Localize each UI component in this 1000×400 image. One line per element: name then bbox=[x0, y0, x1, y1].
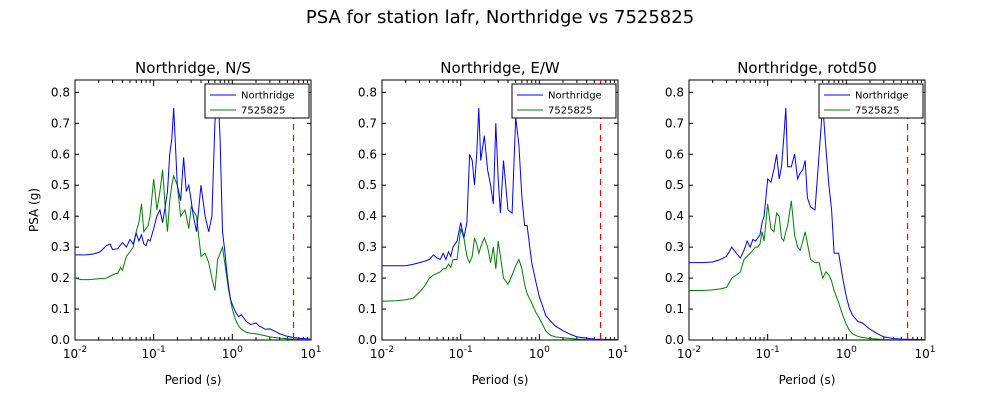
x-tick-exponent: 0 bbox=[544, 345, 550, 355]
plot-frame bbox=[688, 79, 926, 341]
plot-frame bbox=[74, 79, 312, 341]
chart-panel: Northridge, E/W 0.0 0.1 0.2 0.3 0.4 0.5 0.6 0.7 0… bbox=[358, 59, 629, 387]
legend-label: 7525825 bbox=[548, 106, 593, 117]
legend: Northridge 7525825 bbox=[818, 83, 924, 119]
plot-data bbox=[382, 80, 618, 340]
x-tick-base: 10 bbox=[529, 347, 544, 361]
panel-title: Northridge, rotd50 bbox=[737, 59, 877, 77]
figure-title: PSA for station lafr, Northridge vs 7525… bbox=[306, 7, 694, 28]
x-tick-label: 10-2 bbox=[63, 345, 87, 361]
plot-data bbox=[689, 80, 925, 340]
y-tick-label: 0.5 bbox=[51, 178, 70, 192]
y-tick-label: 0.4 bbox=[665, 209, 684, 223]
x-tick-label: 10-1 bbox=[142, 345, 166, 361]
x-tick-label: 100 bbox=[222, 345, 243, 361]
x-tick-base: 10 bbox=[63, 347, 78, 361]
panel-title: Northridge, N/S bbox=[135, 59, 251, 77]
y-tick-label: 0.1 bbox=[665, 302, 684, 316]
legend-label: Northridge bbox=[855, 91, 909, 102]
y-tick-label: 0.3 bbox=[358, 240, 377, 254]
x-tick-exponent: 1 bbox=[623, 345, 629, 355]
series-line bbox=[382, 228, 618, 340]
chart-panels: Northridge, N/S 0.0 0.1 0.2 0.3 0.4 0.5 0.6 0.7 0… bbox=[27, 59, 936, 387]
x-tick-label: 101 bbox=[914, 345, 935, 361]
x-tick-label: 10-1 bbox=[449, 345, 473, 361]
legend-label: 7525825 bbox=[855, 106, 900, 117]
chart-panel: Northridge, N/S 0.0 0.1 0.2 0.3 0.4 0.5 0.6 0.7 0… bbox=[27, 59, 322, 387]
legend-label: Northridge bbox=[548, 91, 602, 102]
x-tick-exponent: 1 bbox=[930, 345, 936, 355]
x-axis-label: Period (s) bbox=[165, 373, 222, 387]
x-tick-exponent: -1 bbox=[157, 345, 166, 355]
x-tick-exponent: -2 bbox=[385, 345, 394, 355]
y-tick-label: 0.2 bbox=[51, 271, 70, 285]
y-tick-label: 0.6 bbox=[665, 147, 684, 161]
legend-label: 7525825 bbox=[241, 106, 286, 117]
y-axis-label: PSA (g) bbox=[27, 188, 41, 232]
chart-panel: Northridge, rotd50 0.0 0.1 0.2 0.3 0.4 0.5 0.6 0… bbox=[665, 59, 936, 387]
x-tick-base: 10 bbox=[142, 347, 157, 361]
x-tick-exponent: -2 bbox=[692, 345, 701, 355]
x-tick-exponent: -2 bbox=[78, 345, 87, 355]
series-line bbox=[75, 86, 311, 340]
x-tick-exponent: 0 bbox=[237, 345, 243, 355]
series-line bbox=[382, 107, 618, 340]
x-tick-label: 10-2 bbox=[370, 345, 394, 361]
y-tick-label: 0.6 bbox=[358, 147, 377, 161]
y-tick-label: 0.5 bbox=[665, 178, 684, 192]
x-tick-base: 10 bbox=[914, 347, 929, 361]
y-tick-label: 0.0 bbox=[51, 333, 70, 347]
x-tick-base: 10 bbox=[449, 347, 464, 361]
y-tick-label: 0.3 bbox=[665, 240, 684, 254]
y-tick-label: 0.7 bbox=[665, 116, 684, 130]
y-tick-label: 0.5 bbox=[358, 178, 377, 192]
y-tick-label: 0.1 bbox=[51, 302, 70, 316]
panel-title: Northridge, E/W bbox=[440, 59, 560, 77]
x-tick-label: 10-1 bbox=[756, 345, 780, 361]
y-tick-label: 0.0 bbox=[358, 333, 377, 347]
x-tick-label: 10-2 bbox=[677, 345, 701, 361]
x-tick-base: 10 bbox=[677, 347, 692, 361]
x-tick-base: 10 bbox=[300, 347, 315, 361]
x-tick-base: 10 bbox=[607, 347, 622, 361]
y-tick-label: 0.3 bbox=[51, 240, 70, 254]
legend: Northridge 7525825 bbox=[511, 83, 617, 119]
x-tick-exponent: 0 bbox=[851, 345, 857, 355]
y-tick-label: 0.4 bbox=[358, 209, 377, 223]
x-tick-base: 10 bbox=[756, 347, 771, 361]
y-tick-label: 0.8 bbox=[358, 85, 377, 99]
legend-box bbox=[204, 83, 310, 119]
series-line bbox=[689, 104, 925, 340]
y-tick-label: 0.8 bbox=[665, 85, 684, 99]
x-tick-base: 10 bbox=[836, 347, 851, 361]
plot-data bbox=[75, 80, 311, 340]
x-tick-label: 100 bbox=[836, 345, 857, 361]
x-tick-exponent: -1 bbox=[771, 345, 780, 355]
y-tick-label: 0.1 bbox=[358, 302, 377, 316]
legend-box bbox=[511, 83, 617, 119]
y-tick-label: 0.6 bbox=[51, 147, 70, 161]
series-line bbox=[689, 200, 925, 340]
y-tick-label: 0.4 bbox=[51, 209, 70, 223]
y-tick-label: 0.8 bbox=[51, 85, 70, 99]
legend: Northridge 7525825 bbox=[204, 83, 310, 119]
x-axis-label: Period (s) bbox=[779, 373, 836, 387]
x-tick-exponent: 1 bbox=[316, 345, 322, 355]
y-tick-label: 0.7 bbox=[51, 116, 70, 130]
x-tick-base: 10 bbox=[222, 347, 237, 361]
plot-frame bbox=[381, 79, 619, 341]
x-axis-label: Period (s) bbox=[472, 373, 529, 387]
x-tick-label: 101 bbox=[300, 345, 321, 361]
x-tick-base: 10 bbox=[370, 347, 385, 361]
y-tick-label: 0.0 bbox=[665, 333, 684, 347]
legend-box bbox=[818, 83, 924, 119]
x-tick-label: 100 bbox=[529, 345, 550, 361]
x-tick-label: 101 bbox=[607, 345, 628, 361]
y-tick-label: 0.2 bbox=[665, 271, 684, 285]
y-tick-label: 0.7 bbox=[358, 116, 377, 130]
x-tick-exponent: -1 bbox=[464, 345, 473, 355]
legend-label: Northridge bbox=[241, 91, 295, 102]
y-tick-label: 0.2 bbox=[358, 271, 377, 285]
